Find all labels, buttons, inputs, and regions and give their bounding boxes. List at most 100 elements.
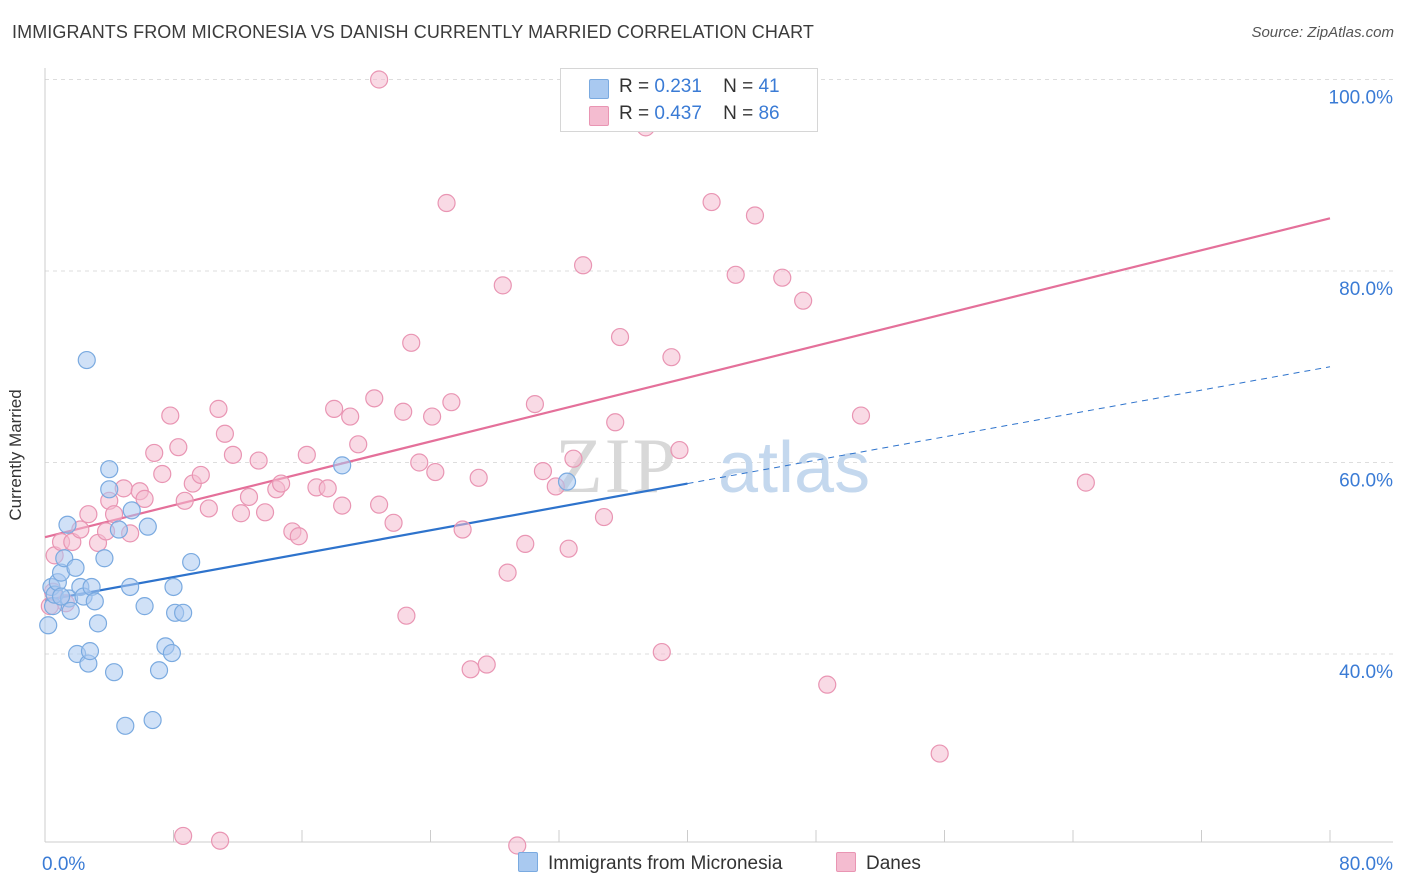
point-danes <box>670 440 689 460</box>
point-danes <box>169 438 188 457</box>
y-tick-label: 80.0% <box>1339 279 1393 300</box>
point-danes <box>397 606 416 625</box>
point-danes <box>365 389 384 408</box>
point-danes <box>341 407 360 426</box>
point-danes <box>272 474 291 493</box>
point-micronesia <box>162 643 181 663</box>
point-danes <box>191 465 210 485</box>
point-danes <box>231 504 251 523</box>
point-micronesia <box>557 472 577 491</box>
point-micronesia <box>333 456 352 475</box>
point-danes <box>702 192 721 212</box>
point-danes <box>1076 473 1095 492</box>
point-micronesia <box>174 603 193 622</box>
grid-lines <box>45 79 1393 655</box>
point-danes <box>333 496 352 515</box>
point-danes <box>325 399 344 418</box>
point-micronesia <box>51 587 71 606</box>
point-danes <box>209 399 228 418</box>
x-tick-label: 80.0% <box>1339 854 1393 875</box>
point-danes <box>573 256 593 275</box>
point-micronesia <box>149 661 169 680</box>
point-danes <box>318 479 337 498</box>
point-danes <box>199 499 218 518</box>
point-danes <box>461 660 480 679</box>
legend-label-micronesia: Immigrants from Micronesia <box>548 853 783 874</box>
point-micronesia <box>95 549 114 568</box>
point-danes <box>773 268 792 287</box>
point-danes <box>930 744 949 763</box>
point-danes <box>210 831 230 850</box>
point-danes <box>370 495 389 514</box>
point-danes <box>726 265 745 284</box>
trend-lines <box>44 217 1331 602</box>
point-micronesia <box>80 642 100 661</box>
trend-line-micronesia-extension <box>687 366 1331 485</box>
point-danes <box>493 276 512 295</box>
point-danes <box>662 348 681 367</box>
point-danes <box>516 534 535 553</box>
point-micronesia <box>122 501 141 520</box>
point-micronesia <box>143 710 162 730</box>
point-micronesia <box>61 601 80 621</box>
legend-n-value: 86 <box>758 103 780 124</box>
point-micronesia <box>182 552 201 572</box>
point-danes <box>426 462 445 482</box>
point-danes <box>594 507 614 527</box>
point-danes <box>652 642 671 662</box>
source-label: Source: ZipAtlas.com <box>1251 24 1394 41</box>
point-danes <box>410 453 429 472</box>
point-danes <box>794 291 813 310</box>
point-danes <box>423 407 442 426</box>
legend-r-label: R = <box>619 76 650 97</box>
legend-n-label: N = <box>723 103 754 124</box>
legend-label-danes: Danes <box>866 853 921 874</box>
legend-r-value: 0.231 <box>654 76 702 97</box>
point-danes <box>223 445 243 464</box>
y-tick-label: 60.0% <box>1339 471 1393 492</box>
point-danes <box>394 402 413 421</box>
point-danes <box>370 70 389 89</box>
point-danes <box>453 520 472 539</box>
point-danes <box>255 503 275 522</box>
point-danes <box>851 406 871 425</box>
legend-n-value: 41 <box>758 76 780 97</box>
watermark: ZIP atlas <box>555 422 870 509</box>
point-danes <box>153 464 172 484</box>
point-danes <box>135 489 154 508</box>
point-danes <box>249 451 268 470</box>
axes <box>44 68 1393 843</box>
y-axis-label: Currently Married <box>6 389 25 521</box>
point-danes <box>442 393 461 412</box>
point-danes <box>525 394 545 414</box>
point-danes <box>349 435 368 454</box>
legend-r-value: 0.437 <box>654 103 702 124</box>
correlation-legend: R = 0.231 N = 41 R = 0.437 N = 86 <box>560 68 818 132</box>
x-tick-label: 0.0% <box>42 854 85 875</box>
legend-n-label: N = <box>723 76 754 97</box>
tick-labels: 40.0% 60.0% 80.0% 100.0% 0.0% 80.0% <box>42 88 1393 876</box>
point-danes <box>402 333 421 352</box>
point-danes <box>104 505 124 524</box>
point-danes <box>564 449 583 468</box>
point-danes <box>174 826 193 846</box>
watermark-atlas: atlas <box>718 428 870 508</box>
legend-item-danes: Danes <box>836 852 921 875</box>
legend-swatch-pink <box>589 106 609 126</box>
trend-line-micronesia <box>44 482 688 602</box>
point-micronesia <box>58 515 77 534</box>
point-micronesia <box>121 577 140 597</box>
point-micronesia <box>135 597 154 616</box>
point-micronesia <box>100 480 119 499</box>
point-danes <box>289 527 308 546</box>
point-danes <box>559 539 578 558</box>
point-danes <box>610 327 630 347</box>
point-micronesia <box>88 614 108 633</box>
point-micronesia <box>39 616 58 635</box>
legend-swatch-pink <box>836 852 856 872</box>
point-micronesia <box>66 558 85 577</box>
point-danes <box>437 193 456 213</box>
point-danes <box>297 445 316 464</box>
trend-line-danes <box>44 217 1331 539</box>
